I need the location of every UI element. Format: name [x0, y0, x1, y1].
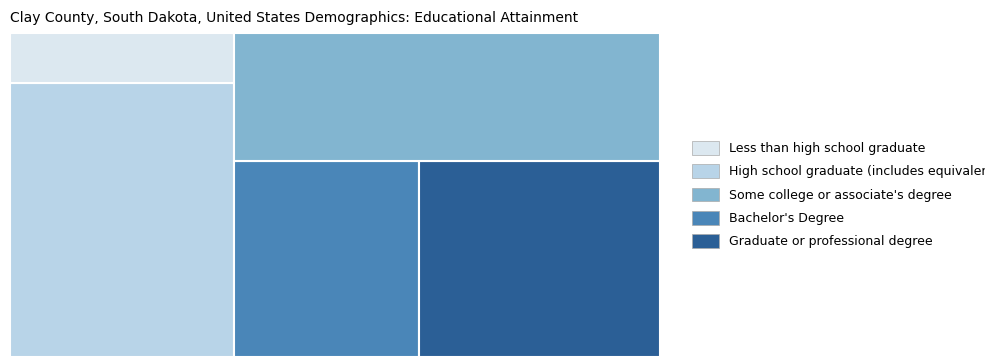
Bar: [420, 161, 660, 357]
Bar: [234, 161, 420, 357]
Text: Clay County, South Dakota, United States Demographics: Educational Attainment: Clay County, South Dakota, United States…: [10, 11, 578, 25]
Legend: Less than high school graduate, High school graduate (includes equivalency), Som: Less than high school graduate, High sch…: [686, 135, 985, 255]
Bar: [10, 33, 234, 83]
Bar: [234, 33, 660, 161]
Bar: [10, 83, 234, 357]
